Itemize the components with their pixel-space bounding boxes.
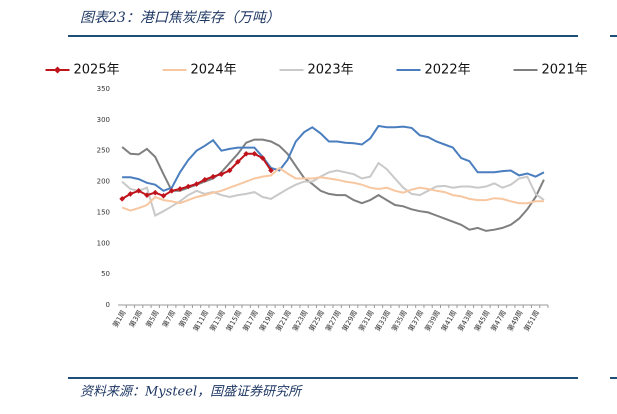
point-marker <box>226 167 233 174</box>
point-marker <box>193 181 200 187</box>
point-marker <box>259 155 266 161</box>
x-tick-label: 第51周 <box>522 309 541 333</box>
point-marker <box>185 183 192 190</box>
point-marker <box>127 191 134 197</box>
y-tick-label: 100 <box>97 239 110 247</box>
chart-title: 图表23：港口焦炭库存（万吨） <box>80 10 280 26</box>
point-marker <box>119 196 125 202</box>
y-tick-label: 250 <box>97 147 110 155</box>
y-tick-label: 50 <box>101 270 110 278</box>
legend-label: 2024年 <box>191 63 237 78</box>
series-line <box>122 124 545 192</box>
point-marker <box>160 192 167 199</box>
y-tick-label: 300 <box>97 116 110 124</box>
point-marker <box>144 192 150 198</box>
legend-label: 2023年 <box>308 63 354 78</box>
x-tick-label: 第5周 <box>144 309 161 329</box>
point-marker <box>152 189 159 196</box>
series-line <box>121 152 272 200</box>
y-tick-label: 0 <box>106 301 110 309</box>
x-tick-label: 第3周 <box>127 309 144 329</box>
point-marker <box>235 159 241 165</box>
series-line <box>121 138 545 232</box>
point-marker <box>218 171 225 177</box>
x-tick-label: 第9周 <box>177 309 194 329</box>
series-line <box>121 166 544 212</box>
legend-marker <box>54 66 61 74</box>
point-marker <box>251 151 258 157</box>
point-marker <box>268 167 274 174</box>
y-tick-label: 200 <box>97 178 110 186</box>
source-note: 资料来源：Mysteel，国盛证券研究所 <box>80 384 303 400</box>
point-marker <box>135 188 142 194</box>
y-tick-label: 150 <box>97 208 110 216</box>
point-marker <box>243 151 249 157</box>
legend-label: 2022年 <box>425 63 471 78</box>
x-tick-label: 第1周 <box>111 309 128 329</box>
legend-label: 2021年 <box>542 63 588 78</box>
legend-label: 2025年 <box>74 63 120 78</box>
point-marker <box>202 176 208 183</box>
series-line <box>121 161 545 217</box>
point-marker <box>177 186 183 192</box>
x-tick-label: 第7周 <box>160 309 177 329</box>
y-tick-label: 350 <box>97 85 110 93</box>
point-marker <box>210 173 216 180</box>
point-marker <box>168 188 175 194</box>
